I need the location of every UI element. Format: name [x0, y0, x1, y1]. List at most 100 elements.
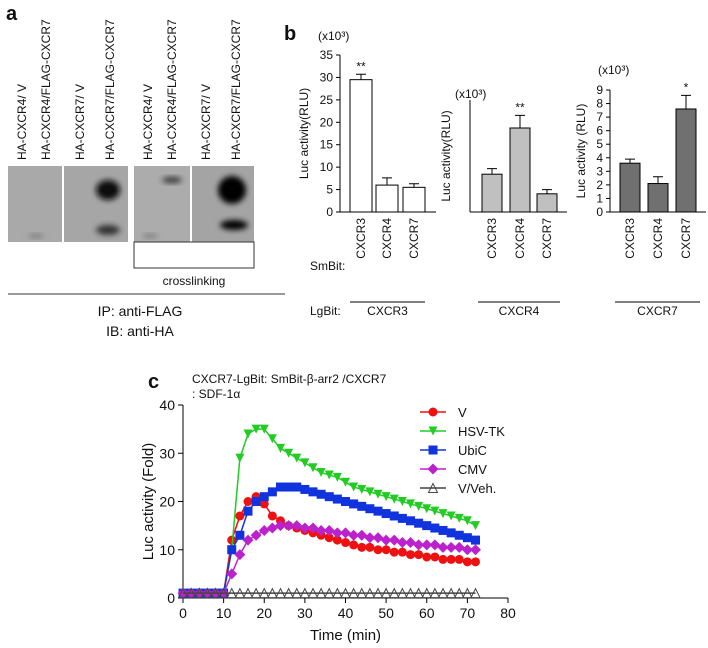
group-label: CXCR4	[499, 304, 540, 318]
marker	[356, 587, 368, 599]
panel-label: b	[284, 23, 296, 45]
marker	[373, 506, 383, 516]
marker	[323, 587, 335, 599]
marker	[438, 525, 448, 535]
x-tick-label: CXCR3	[485, 218, 499, 259]
marker	[454, 530, 464, 540]
y-tick-label: 30	[320, 70, 334, 84]
marker	[430, 552, 440, 562]
marker	[267, 587, 278, 599]
x-tick-label: 30	[297, 605, 313, 621]
legend-label: CMV	[458, 462, 487, 477]
y-unit: (x10³)	[318, 29, 349, 43]
marker	[389, 547, 399, 557]
x-tick-label: CXCR4	[380, 218, 394, 259]
marker	[308, 463, 318, 473]
marker	[470, 544, 481, 556]
error-bar	[542, 189, 552, 194]
marker	[251, 497, 261, 506]
marker	[446, 511, 456, 521]
marker	[438, 509, 448, 519]
x-tick-label: CXCR3	[623, 218, 637, 259]
marker	[397, 547, 407, 557]
marker	[446, 528, 456, 538]
legend-label: V/Veh.	[458, 481, 496, 496]
bar	[509, 127, 531, 213]
marker	[414, 550, 424, 560]
marker	[283, 520, 295, 532]
lane-label: HA-CXCR7/FLAG-CXCR7	[103, 19, 117, 160]
marker	[454, 554, 464, 564]
significance: **	[515, 100, 525, 114]
x-tick-label: CXCR7	[407, 218, 421, 259]
y-tick-label: 10	[320, 160, 334, 174]
marker	[202, 587, 213, 599]
x-tick-label: 70	[460, 605, 476, 621]
marker	[397, 497, 407, 506]
marker	[396, 537, 408, 549]
marker	[462, 587, 473, 599]
ip-label: IP: anti-FLAG	[98, 303, 183, 319]
marker	[243, 429, 253, 439]
bar	[619, 162, 641, 213]
marker	[275, 520, 286, 532]
y-tick-label: 20	[320, 115, 334, 129]
marker	[210, 587, 221, 599]
marker	[341, 497, 350, 506]
marker	[430, 523, 440, 533]
marker	[324, 492, 334, 502]
marker	[357, 484, 367, 494]
marker	[462, 557, 472, 567]
marker	[397, 587, 408, 599]
bar	[349, 79, 373, 213]
lane-label: HA-CXCR7/ V	[199, 84, 213, 160]
marker	[356, 529, 368, 541]
marker	[193, 587, 205, 599]
marker	[316, 489, 326, 499]
error-bar	[382, 177, 392, 186]
marker	[324, 470, 334, 480]
row-label: SmBit:	[310, 259, 345, 273]
marker	[349, 540, 359, 550]
marker	[405, 587, 416, 599]
marker	[267, 511, 277, 521]
marker	[365, 504, 375, 514]
significance: *	[684, 80, 689, 94]
marker	[462, 516, 472, 526]
marker	[307, 522, 319, 534]
group-label: CXCR7	[637, 304, 678, 318]
marker	[300, 458, 310, 468]
marker	[348, 587, 359, 599]
marker	[357, 501, 367, 511]
error-bar	[409, 183, 419, 188]
y-tick-label: 10	[159, 542, 175, 558]
marker	[266, 522, 278, 534]
marker	[332, 587, 343, 599]
marker	[284, 448, 294, 458]
error-bar	[515, 114, 525, 128]
error-bar	[487, 168, 497, 175]
y-tick-label: 35	[320, 48, 334, 62]
x-tick-label: 50	[378, 605, 394, 621]
x-tick-label: CXCR3	[354, 218, 368, 259]
legend-marker	[427, 482, 439, 493]
marker	[251, 424, 261, 434]
marker	[315, 524, 327, 536]
marker	[291, 587, 303, 599]
marker	[471, 557, 480, 567]
marker	[462, 533, 472, 543]
marker	[332, 472, 342, 482]
marker	[323, 524, 335, 536]
bar	[402, 186, 426, 213]
lane-label: HA-CXCR4/FLAG-CXCR7	[39, 19, 53, 160]
y-tick-label: 0	[167, 590, 175, 606]
marker	[332, 535, 342, 545]
marker	[259, 499, 269, 509]
marker	[437, 587, 449, 599]
error-bar	[625, 158, 635, 164]
blot	[8, 166, 285, 295]
legend-label: V	[458, 405, 467, 420]
crosslinking-label: crosslinking	[163, 274, 226, 288]
lane-label: HA-CXCR4/ V	[141, 84, 155, 160]
